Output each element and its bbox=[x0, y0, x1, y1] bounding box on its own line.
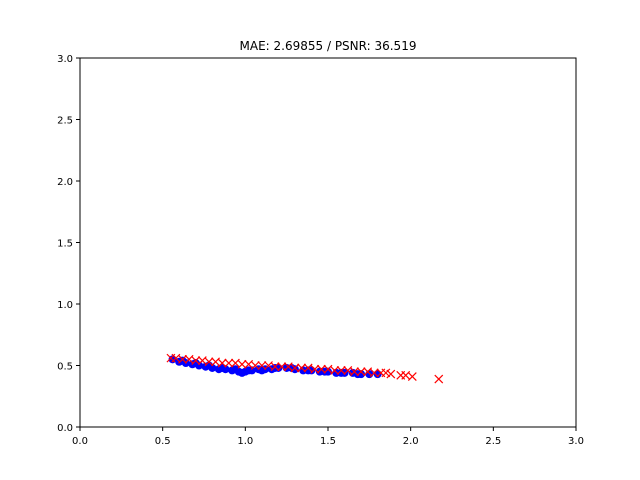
y-tick-label: 1.0 bbox=[57, 300, 73, 311]
x-tick-label: 1.0 bbox=[237, 436, 253, 447]
y-tick-label: 0.5 bbox=[57, 362, 73, 373]
x-marker-stroke bbox=[297, 363, 306, 373]
x-marker-point bbox=[191, 356, 201, 366]
x-marker-stroke bbox=[407, 372, 417, 381]
x-marker-stroke bbox=[356, 367, 366, 377]
x-marker-point bbox=[369, 368, 379, 378]
dot-marker-point bbox=[238, 368, 247, 377]
dot-marker-point bbox=[337, 368, 346, 377]
x-marker-stroke bbox=[204, 357, 214, 367]
x-marker-point bbox=[356, 367, 366, 377]
x-marker-point bbox=[217, 358, 227, 368]
x-marker-stroke bbox=[381, 368, 391, 378]
y-tick-label: 2.0 bbox=[57, 177, 73, 188]
x-tick-label: 0.5 bbox=[155, 436, 171, 447]
x-marker-point bbox=[407, 372, 417, 381]
x-marker-point bbox=[330, 365, 340, 375]
x-marker-point bbox=[316, 364, 326, 374]
x-marker-stroke bbox=[270, 362, 280, 372]
x-marker-point bbox=[237, 359, 247, 369]
y-tick-label: 0.0 bbox=[57, 423, 73, 434]
x-marker-point bbox=[250, 361, 260, 370]
y-tick-label: 3.0 bbox=[57, 54, 73, 65]
x-marker-point bbox=[204, 357, 214, 367]
dot-marker-point bbox=[271, 363, 280, 372]
x-marker-stroke bbox=[217, 358, 227, 368]
plot-marks bbox=[166, 353, 444, 384]
x-tick-label: 3.0 bbox=[568, 436, 584, 447]
x-marker-stroke bbox=[237, 359, 247, 369]
x-tick-label: 0.0 bbox=[72, 436, 88, 447]
dot-marker-point bbox=[244, 366, 253, 375]
x-marker-point bbox=[224, 358, 234, 368]
x-marker-stroke bbox=[350, 367, 359, 377]
x-marker-stroke bbox=[257, 361, 267, 370]
x-marker-point bbox=[386, 369, 396, 379]
x-marker-point bbox=[297, 363, 306, 373]
x-marker-point bbox=[270, 362, 280, 372]
x-marker-stroke bbox=[336, 365, 346, 375]
chart-title: MAE: 2.69855 / PSNR: 36.519 bbox=[240, 39, 417, 53]
x-marker-point bbox=[434, 374, 444, 384]
x-tick-label: 2.0 bbox=[403, 436, 419, 447]
dot-marker-point bbox=[178, 356, 187, 365]
x-marker-point bbox=[257, 361, 267, 370]
y-tick-label: 2.5 bbox=[57, 116, 73, 127]
x-tick-label: 2.5 bbox=[485, 436, 501, 447]
dot-marker-point bbox=[218, 363, 227, 372]
x-marker-point bbox=[381, 368, 391, 378]
x-marker-stroke bbox=[316, 364, 326, 374]
x-marker-stroke bbox=[250, 361, 260, 370]
y-tick-label: 1.5 bbox=[57, 239, 73, 250]
x-marker-point bbox=[350, 367, 359, 377]
dot-marker-point bbox=[304, 366, 313, 375]
x-marker-stroke bbox=[369, 368, 379, 378]
x-marker-point bbox=[178, 354, 187, 364]
x-marker-stroke bbox=[290, 363, 300, 373]
x-marker-stroke bbox=[310, 364, 320, 374]
x-tick-label: 1.5 bbox=[320, 436, 336, 447]
x-axis: 0.0 0.5 1.0 1.5 2.0 2.5 3.0 bbox=[72, 427, 584, 447]
dot-marker-point bbox=[191, 359, 200, 368]
x-marker-point bbox=[290, 363, 300, 373]
dot-marker-point bbox=[231, 365, 240, 374]
y-axis: 0.0 0.5 1.0 1.5 2.0 2.5 3.0 bbox=[57, 54, 80, 434]
x-marker-stroke bbox=[191, 356, 201, 366]
x-marker-point bbox=[336, 365, 346, 375]
x-marker-stroke bbox=[224, 358, 234, 368]
dot-marker-point bbox=[257, 366, 266, 375]
x-marker-stroke bbox=[386, 369, 396, 379]
x-marker-stroke bbox=[434, 374, 444, 384]
x-marker-stroke bbox=[178, 354, 187, 364]
x-marker-point bbox=[310, 364, 320, 374]
x-marker-stroke bbox=[330, 365, 340, 375]
x-marker-point bbox=[277, 362, 287, 372]
x-marker-stroke bbox=[277, 362, 287, 372]
